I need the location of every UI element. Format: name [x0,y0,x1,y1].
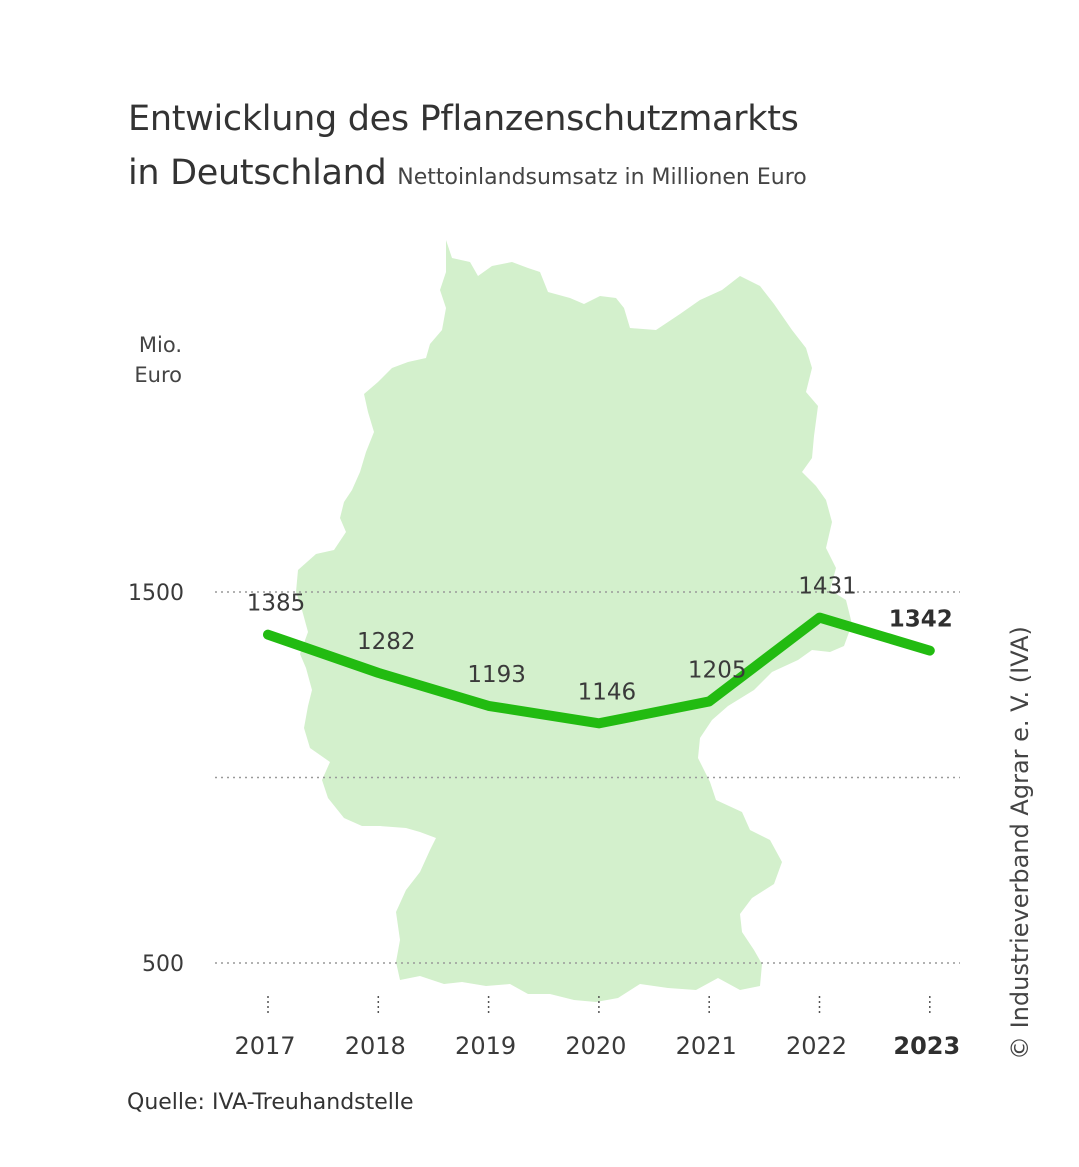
title-line-1: Entwicklung des Pflanzenschutzmarkts [128,99,799,139]
data-label: 1342 [889,607,953,633]
chart-title: Entwicklung des Pflanzenschutzmarkts in D… [128,92,807,205]
x-axis-ticks: 2017 2018 2019 2020 2021 2022 2023 [234,996,960,1060]
data-label: 1385 [247,591,306,617]
data-label: 1205 [688,657,747,683]
germany-map-silhouette [296,240,852,1002]
x-tick-label: 2018 [345,1032,406,1060]
data-label: 1282 [357,629,416,655]
data-label: 1193 [467,662,526,688]
data-labels: 1385 1282 1193 1146 1205 1431 1342 [247,574,953,706]
x-tick-label: 2022 [786,1032,847,1060]
data-label: 1431 [798,574,857,600]
y-axis-unit: Mio. Euro [112,330,182,390]
data-label: 1146 [578,679,637,705]
y-tick-label: 500 [142,952,184,977]
y-axis-ticks: 500 1500 [128,581,184,977]
copyright-credit: © Industrieverband Agrar e. V. (IVA) [1006,626,1034,1060]
x-tick-label: 2023 [893,1032,960,1060]
x-tick-label: 2019 [455,1032,516,1060]
series-line [263,612,935,729]
chart-subtitle: Nettoinlandsumsatz in Millionen Euro [397,165,807,190]
y-tick-label: 1500 [128,581,184,606]
y-axis-unit-line-1: Mio. [138,333,182,357]
x-tick-label: 2021 [676,1032,737,1060]
gridlines [215,591,960,964]
title-line-2: in Deutschland [128,153,387,193]
y-axis-unit-line-2: Euro [134,363,182,387]
x-tick-label: 2017 [234,1032,295,1060]
source-note: Quelle: IVA-Treuhandstelle [127,1090,414,1115]
x-tick-label: 2020 [565,1032,626,1060]
